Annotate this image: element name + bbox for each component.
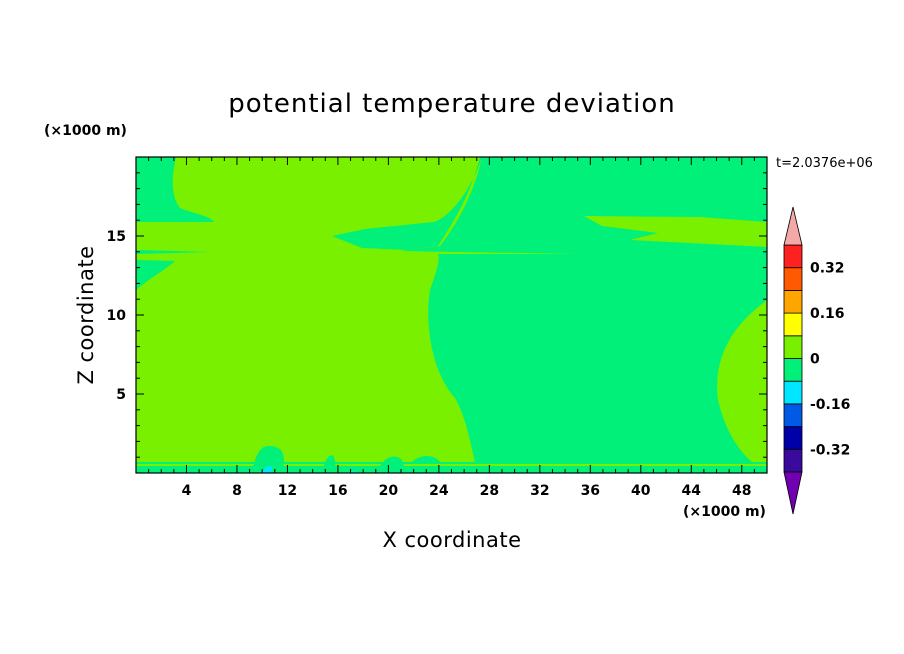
- colorbar-segment: [783, 403, 803, 427]
- colorbar-tick-label: 0: [810, 352, 820, 368]
- field-region-bottom-band: [136, 462, 767, 473]
- colorbar-tick-label: -0.16: [810, 397, 850, 413]
- colorbar-extend-high: [783, 206, 803, 246]
- field-region-negative-topleft: [136, 157, 214, 222]
- x-tick-label: 20: [379, 483, 399, 499]
- y-axis-label: Z coordinate: [74, 245, 98, 384]
- x-tick-label: 28: [480, 483, 499, 499]
- colorbar-tick-label: 0.16: [810, 306, 845, 322]
- time-label: t=2.0376e+06: [776, 156, 873, 171]
- x-tick-label: 44: [682, 483, 702, 499]
- x-tick-label: 36: [581, 483, 600, 499]
- x-axis-ticks: 4 8 12 16 20 24 28 32 36 40 44 48: [148, 157, 755, 499]
- field-region-negative-right: [332, 157, 482, 250]
- colorbar-tick-label: -0.32: [810, 442, 850, 458]
- colorbar-segment: [783, 289, 803, 314]
- colorbar-segment: [783, 426, 803, 450]
- x-tick-label: 16: [328, 483, 347, 499]
- field-region-bottom-cyan: [262, 465, 273, 473]
- chart-title: potential temperature deviation: [228, 89, 675, 119]
- colorbar-segment: [783, 335, 803, 359]
- field-region-bottom-band-pos: [136, 464, 767, 466]
- y-axis-ticks: 5 10 15: [107, 172, 767, 458]
- x-tick-label: 4: [182, 483, 192, 499]
- x-axis-label: X coordinate: [382, 528, 521, 552]
- x-tick-label: 48: [732, 483, 751, 499]
- field-region-bottom-blob-3: [380, 456, 404, 466]
- y-tick-label: 5: [116, 387, 126, 403]
- colorbar-segment: [783, 380, 803, 405]
- field-region-negative-main: [400, 157, 767, 462]
- field-region-negative-left-strip: [136, 250, 210, 254]
- y-tick-label: 10: [107, 308, 127, 324]
- field-region-negative-left-bulge: [136, 260, 175, 290]
- contour-field: [136, 157, 767, 473]
- x-tick-label: 8: [232, 483, 242, 499]
- field-region-bottom-blob-4: [412, 456, 440, 462]
- x-axis-unit: (×1000 m): [683, 504, 766, 520]
- colorbar-segment: [783, 448, 803, 473]
- x-tick-label: 40: [631, 483, 651, 499]
- field-region-bottom-blob-1: [252, 446, 284, 473]
- field-region-bottom-blob-2: [322, 455, 336, 473]
- x-tick-label: 12: [278, 483, 297, 499]
- colorbar-segment: [783, 312, 803, 337]
- y-tick-label: 15: [107, 229, 126, 245]
- colorbar-tick-label: 0.32: [810, 261, 845, 277]
- colorbar-segment: [783, 267, 803, 291]
- colorbar-segment: [783, 244, 803, 269]
- colorbar: 0.32 0.16 0 -0.16 -0.32: [783, 206, 850, 515]
- y-axis-unit: (×1000 m): [44, 123, 127, 139]
- colorbar-segment: [783, 358, 803, 382]
- colorbar-extend-low: [783, 471, 803, 515]
- x-tick-label: 24: [429, 483, 449, 499]
- x-tick-label: 32: [530, 483, 549, 499]
